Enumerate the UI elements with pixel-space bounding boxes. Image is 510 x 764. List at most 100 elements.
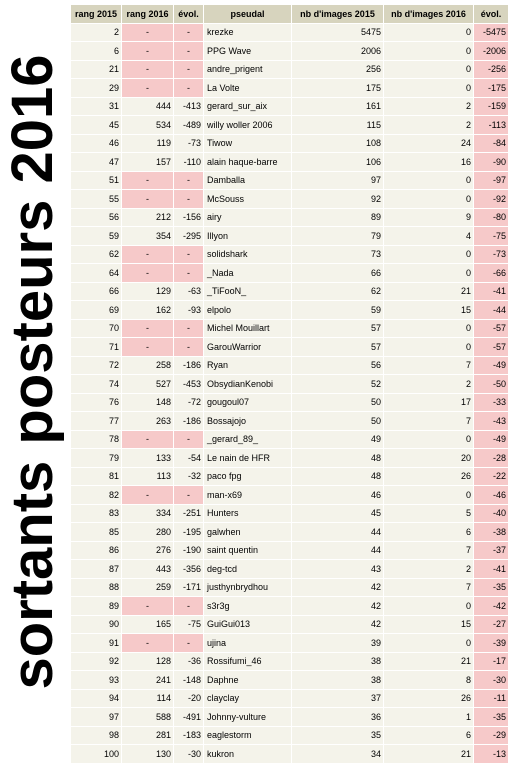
username-cell: kukron: [203, 744, 292, 764]
ranking-table: rang 2015 rang 2016 évol. pseudal nb d'image…: [70, 4, 509, 764]
username-cell: Rossifumi_46: [203, 651, 292, 671]
table-row: 77 263 -186 Bossajojo 50 7 -43: [70, 411, 509, 431]
username-cell: _TiFooN_: [203, 281, 292, 301]
images-change-cell: -43: [473, 411, 509, 431]
username-cell: Ryan: [203, 355, 292, 375]
images-2016-cell: 24: [383, 133, 474, 153]
table-row: 82- - man-x69 46 0 -46: [70, 485, 509, 505]
rank-2015-cell: 72: [70, 355, 122, 375]
rank-change-cell: -: [173, 485, 204, 505]
table-row: 46 119 -73 Tiwow 108 24 -84: [70, 133, 509, 153]
images-2015-cell: 5475: [291, 22, 384, 42]
username-cell: Le nain de HFR: [203, 448, 292, 468]
images-2015-cell: 106: [291, 152, 384, 172]
username-cell: _Nada: [203, 263, 292, 283]
username-cell: Michel Mouillart: [203, 318, 292, 338]
table-row: 92 128 -36 Rossifumi_46 38 21 -17: [70, 651, 509, 671]
images-2015-cell: 62: [291, 281, 384, 301]
rank-2016-cell: 114: [121, 688, 174, 708]
images-change-cell: -28: [473, 448, 509, 468]
rank-change-cell: -: [173, 429, 204, 449]
rank-change-cell: -73: [173, 133, 204, 153]
images-2016-cell: 0: [383, 78, 474, 98]
table-row: 76 148 -72 gougoul07 50 17 -33: [70, 392, 509, 412]
images-change-cell: -175: [473, 78, 509, 98]
images-2016-cell: 15: [383, 614, 474, 634]
rank-2016-cell: 212: [121, 207, 174, 227]
table-body: 2- - krezke 5475 0 -5475 6- - PPG Wave 2006 0 -2006…: [70, 22, 509, 764]
images-change-cell: -38: [473, 522, 509, 542]
images-change-cell: -37: [473, 540, 509, 560]
images-change-cell: -92: [473, 189, 509, 209]
username-cell: Bossajojo: [203, 411, 292, 431]
rank-2016-header: rang 2016: [121, 4, 174, 24]
rank-2016-cell: 128: [121, 651, 174, 671]
images-2015-cell: 45: [291, 503, 384, 523]
rank-2016-cell: 444: [121, 96, 174, 116]
images-2016-cell: 7: [383, 411, 474, 431]
images-change-cell: -41: [473, 559, 509, 579]
images-2016-cell: 20: [383, 448, 474, 468]
images-change-cell: -13: [473, 744, 509, 764]
images-2016-cell: 0: [383, 170, 474, 190]
rank-change-cell: -: [173, 41, 204, 61]
rank-2015-cell: 47: [70, 152, 122, 172]
images-2015-cell: 42: [291, 577, 384, 597]
rank-change-cell: -: [173, 170, 204, 190]
images-change-cell: -49: [473, 429, 509, 449]
username-cell: Illyon: [203, 226, 292, 246]
rank-2015-cell: 46: [70, 133, 122, 153]
rank-2016-cell: -: [121, 263, 174, 283]
rank-change-cell: -453: [173, 374, 204, 394]
rank-change-header: évol.: [173, 4, 204, 24]
rank-2016-cell: -: [121, 633, 174, 653]
images-2016-cell: 7: [383, 577, 474, 597]
rank-change-cell: -: [173, 189, 204, 209]
rank-2016-cell: 334: [121, 503, 174, 523]
rank-change-cell: -156: [173, 207, 204, 227]
rank-2016-cell: 588: [121, 707, 174, 727]
rank-2016-cell: 148: [121, 392, 174, 412]
images-2016-cell: 0: [383, 337, 474, 357]
username-cell: GuiGui013: [203, 614, 292, 634]
images-change-cell: -57: [473, 337, 509, 357]
username-cell: eaglestorm: [203, 725, 292, 745]
username-cell: Johnny-vulture: [203, 707, 292, 727]
username-cell: solidshark: [203, 244, 292, 264]
username-cell: krezke: [203, 22, 292, 42]
table-row: 29- - La Volte 175 0 -175: [70, 78, 509, 98]
username-cell: Hunters: [203, 503, 292, 523]
table-row: 2- - krezke 5475 0 -5475: [70, 22, 509, 42]
images-change-cell: -41: [473, 281, 509, 301]
rank-2015-cell: 87: [70, 559, 122, 579]
rank-2015-cell: 71: [70, 337, 122, 357]
rank-2016-cell: -: [121, 429, 174, 449]
images-2016-cell: 0: [383, 189, 474, 209]
images-change-cell: -46: [473, 485, 509, 505]
table-row: 66 129 -63 _TiFooN_ 62 21 -41: [70, 281, 509, 301]
rank-2015-cell: 77: [70, 411, 122, 431]
images-2015-cell: 50: [291, 392, 384, 412]
rank-change-cell: -195: [173, 522, 204, 542]
rank-2016-cell: 119: [121, 133, 174, 153]
rank-2015-cell: 79: [70, 448, 122, 468]
rank-2016-cell: -: [121, 41, 174, 61]
username-cell: Daphne: [203, 670, 292, 690]
rank-2015-header: rang 2015: [70, 4, 122, 24]
table-row: 85 280 -195 galwhen 44 6 -38: [70, 522, 509, 542]
images-2015-cell: 35: [291, 725, 384, 745]
images-change-cell: -30: [473, 670, 509, 690]
rank-change-cell: -32: [173, 466, 204, 486]
rank-2015-cell: 78: [70, 429, 122, 449]
username-header: pseudal: [203, 4, 292, 24]
rank-2015-cell: 94: [70, 688, 122, 708]
rank-2015-cell: 74: [70, 374, 122, 394]
username-cell: ObsydianKenobi: [203, 374, 292, 394]
table-row: 56 212 -156 airy 89 9 -80: [70, 207, 509, 227]
rank-change-cell: -36: [173, 651, 204, 671]
username-cell: McSouss: [203, 189, 292, 209]
username-cell: alain haque-barre: [203, 152, 292, 172]
images-2015-cell: 52: [291, 374, 384, 394]
images-change-cell: -44: [473, 300, 509, 320]
images-2015-cell: 50: [291, 411, 384, 431]
